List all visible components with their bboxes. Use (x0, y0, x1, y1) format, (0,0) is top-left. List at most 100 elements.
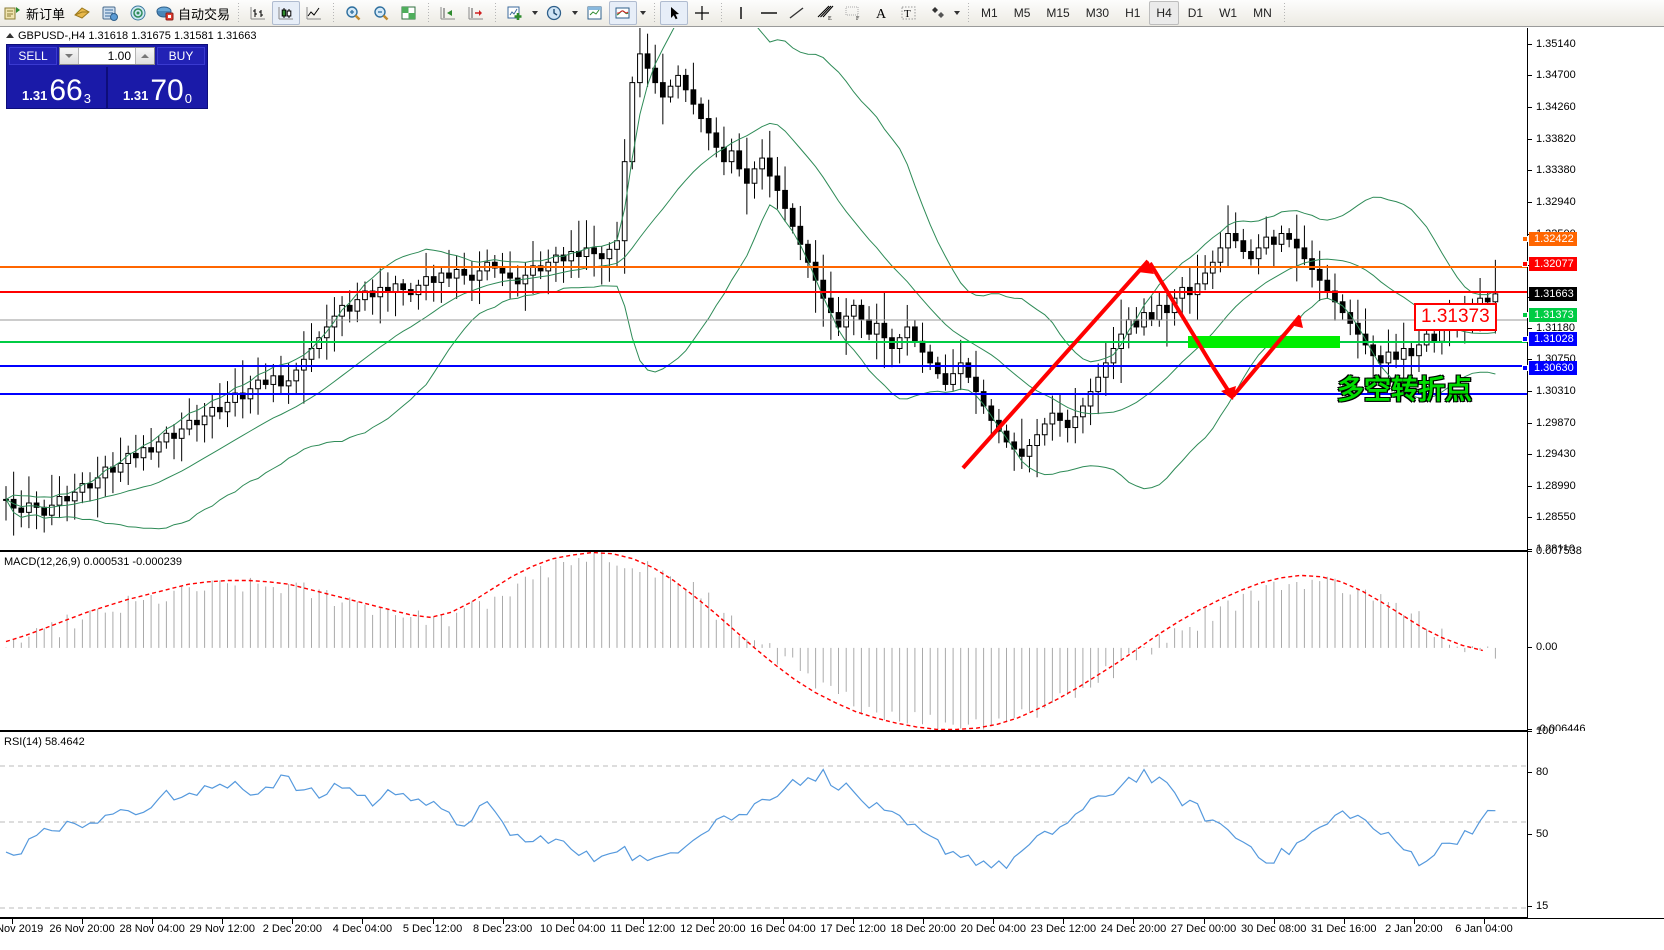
price-tag-132422[interactable]: 1.32422 (1529, 232, 1577, 247)
volume-increment-button[interactable] (135, 48, 154, 64)
macd-axis[interactable]: 0.007538 0.00 -0.006446 (1528, 545, 1664, 735)
level-handle[interactable] (1522, 364, 1528, 371)
price-tick-label: 1.35140 (1536, 37, 1576, 50)
toolbar-separator (654, 3, 656, 23)
price-tick (1528, 485, 1532, 487)
timeframe-m1[interactable]: M1 (981, 6, 998, 20)
price-tick (1528, 328, 1532, 330)
shapes-dropdown-caret[interactable] (954, 11, 961, 15)
price-tick (1528, 454, 1532, 456)
rsi-axis[interactable]: 100 80 50 15 (1528, 725, 1664, 918)
indicators-button[interactable] (501, 1, 529, 25)
price-axis[interactable]: 1.35140 1.34700 1.34260 1.33820 1.33380 1.329… (1522, 28, 1664, 555)
price-tag-130630[interactable]: 1.30630 (1529, 360, 1577, 375)
time-tick-label: 23 Dec 12:00 (1030, 923, 1097, 935)
collapse-triangle-icon[interactable] (6, 33, 14, 38)
data-window-button[interactable] (96, 1, 124, 25)
level-handle[interactable] (1522, 260, 1528, 267)
bid-pips: 66 (49, 74, 83, 107)
trendline-button[interactable] (783, 1, 811, 25)
indicators-dropdown-caret[interactable] (532, 11, 539, 15)
period-dropdown-caret[interactable] (572, 11, 579, 15)
candlestick-chart-button[interactable] (272, 1, 301, 25)
timeframe-h1[interactable]: H1 (1125, 6, 1141, 20)
cursor-button[interactable] (660, 1, 689, 25)
trend-arrow-annotations[interactable] (961, 259, 1303, 470)
clock-icon (546, 5, 562, 21)
expert-advisors-button[interactable] (68, 1, 96, 25)
auto-scroll-button[interactable] (462, 1, 490, 25)
time-tick (1273, 919, 1275, 924)
volume-input[interactable]: 1.00 (107, 49, 131, 63)
zoom-in-button[interactable] (339, 1, 367, 25)
time-tick-label: 17 Dec 12:00 (820, 923, 886, 935)
price-tick-label: 1.31180 (1536, 322, 1575, 335)
volume-decrement-button[interactable] (60, 48, 79, 64)
rsi-tick-label: 50 (1536, 827, 1549, 840)
signals-button[interactable] (124, 1, 152, 25)
rsi-tick-label: 80 (1536, 766, 1549, 779)
shapes-button[interactable] (923, 1, 951, 25)
time-tick-label: 31 Dec 16:00 (1311, 923, 1377, 935)
shift-end-button[interactable] (434, 1, 462, 25)
rsi-tick-label: 100 (1536, 725, 1555, 737)
timeframe-w1[interactable]: W1 (1219, 6, 1238, 20)
toolbar-separator (495, 3, 497, 23)
price-tag-132077[interactable]: 1.32077 (1529, 256, 1577, 271)
bid-price-display[interactable]: 1.31 66 3 (7, 67, 108, 108)
macd-indicator-label: MACD(12,26,9) 0.000531 -0.000239 (4, 556, 182, 568)
oct-top-row: SELL 1.00 BUY (7, 45, 207, 67)
line-chart-button[interactable] (300, 1, 328, 25)
level-handle[interactable] (1522, 236, 1528, 243)
templates-button[interactable] (581, 1, 609, 25)
one-click-trading-panel[interactable]: SELL 1.00 BUY 1.31 66 3 1.31 70 0 (6, 44, 208, 109)
ask-price-display[interactable]: 1.31 70 0 (108, 67, 207, 108)
level-handle[interactable] (1522, 311, 1528, 318)
vertical-line-button[interactable] (727, 1, 755, 25)
timeframe-mn[interactable]: MN (1253, 6, 1272, 20)
text-label-button[interactable]: T (895, 1, 923, 25)
price-callout-box[interactable]: 1.31373 (1414, 303, 1497, 331)
price-tag-131028[interactable]: 1.31028 (1529, 332, 1577, 347)
fibonacci-button[interactable]: E (811, 1, 839, 25)
macd-pane[interactable] (0, 551, 1528, 731)
chevron-up-icon (141, 54, 149, 58)
sell-button[interactable]: SELL (9, 47, 57, 65)
autotrade-icon (156, 6, 174, 21)
toolbar-separator (428, 3, 430, 23)
volume-stepper[interactable]: 1.00 (59, 47, 155, 65)
price-tick (1528, 201, 1532, 203)
timeframe-m30[interactable]: M30 (1085, 6, 1110, 20)
channel-button[interactable]: F (839, 1, 867, 25)
timeframe-m5[interactable]: M5 (1013, 6, 1031, 20)
grid-layout-button[interactable] (395, 1, 423, 25)
price-chart-pane[interactable] (0, 28, 1528, 551)
ask-pips: 70 (150, 74, 184, 107)
timeframe-d1[interactable]: D1 (1187, 6, 1204, 20)
autotrade-button[interactable]: 自动交易 (152, 1, 233, 25)
bar-chart-button[interactable] (244, 1, 272, 25)
horizontal-line-button[interactable] (755, 1, 783, 25)
price-tick-label: 1.34700 (1536, 69, 1576, 82)
time-tick-label: 26 Nov 20:00 (49, 923, 115, 935)
price-tag-131663[interactable]: 1.31663 (1529, 286, 1577, 301)
timeframe-m15[interactable]: M15 (1046, 6, 1070, 20)
templates-active-button[interactable] (609, 1, 638, 25)
time-axis[interactable]: 25 Nov 2019 26 Nov 20:00 28 Nov 04:00 29 No… (0, 918, 1664, 950)
zoom-out-button[interactable] (367, 1, 395, 25)
timeframe-h4[interactable]: H4 (1149, 1, 1179, 25)
rsi-pane[interactable] (0, 731, 1528, 918)
templates-dropdown-caret[interactable] (640, 11, 647, 15)
period-button[interactable] (541, 1, 569, 25)
crosshair-button[interactable] (688, 1, 716, 25)
rsi-tick (1528, 731, 1532, 732)
zoom-in-icon (346, 6, 361, 21)
price-tick (1528, 43, 1532, 45)
level-handle[interactable] (1522, 336, 1528, 343)
text-button[interactable]: A (867, 1, 895, 25)
price-tag-131373[interactable]: 1.31373 (1529, 307, 1577, 322)
new-order-button[interactable]: 新订单 (0, 1, 68, 25)
price-tick-label: 1.29430 (1536, 448, 1576, 461)
buy-button[interactable]: BUY (157, 47, 205, 65)
price-tick-label: 1.33380 (1536, 164, 1576, 177)
